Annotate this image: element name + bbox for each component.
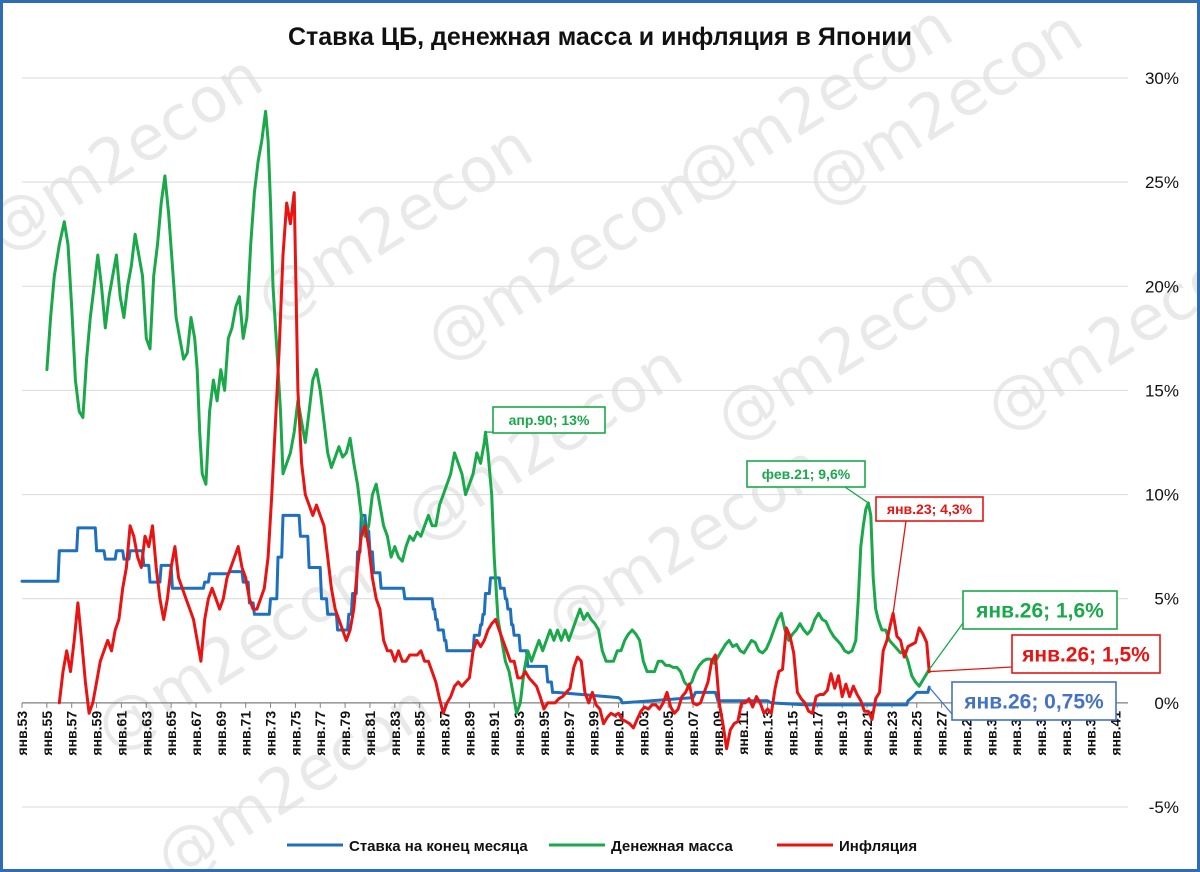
- x-axis: янв.53 янв.55 янв.57 янв.59 янв.61 янв.63 янв.…: [14, 702, 1128, 756]
- annotation-leader: [844, 486, 869, 504]
- x-tick-label: янв.57: [64, 711, 80, 756]
- y-tick-label: 0%: [1154, 694, 1179, 713]
- x-tick-label: янв.39: [1083, 711, 1099, 756]
- legend-label-2: Инфляция: [839, 838, 917, 855]
- annotation-label: янв.26; 1,6%: [975, 600, 1104, 623]
- x-tick-label: янв.35: [1033, 711, 1049, 756]
- annotation-box: [492, 406, 606, 434]
- x-tick-label: янв.73: [263, 711, 279, 756]
- x-tick-label: янв.61: [113, 711, 129, 756]
- y-tick-label: -5%: [1149, 798, 1179, 817]
- x-tick-label: янв.69: [213, 711, 229, 756]
- x-tick-label: янв.99: [586, 711, 602, 756]
- annotation-label: апр.90; 13%: [509, 412, 590, 428]
- x-tick-label: янв.85: [412, 711, 428, 756]
- x-tick-label: янв.29: [958, 711, 974, 756]
- x-tick-label: янв.81: [362, 711, 378, 756]
- x-tick-label: янв.05: [660, 711, 676, 756]
- annotation-leader: [929, 666, 1013, 673]
- annotation-box: [962, 590, 1118, 630]
- x-tick-label: янв.91: [486, 711, 502, 756]
- series-line-2: [57, 191, 931, 751]
- x-tick-label: янв.59: [89, 711, 105, 756]
- x-tick-label: янв.27: [934, 711, 950, 756]
- x-tick-label: янв.65: [163, 711, 179, 756]
- x-tick-label: янв.79: [337, 711, 353, 756]
- x-tick-label: янв.13: [760, 711, 776, 756]
- x-tick-label: янв.37: [1058, 711, 1074, 756]
- x-tick-label: янв.87: [437, 711, 453, 756]
- annotation-box: [875, 496, 984, 522]
- x-tick-label: янв.03: [635, 711, 651, 756]
- y-tick-label: 15%: [1145, 381, 1179, 400]
- x-tick-label: янв.83: [387, 711, 403, 756]
- x-tick-label: янв.63: [138, 711, 154, 756]
- series-layer: [20, 109, 931, 751]
- x-tick-label: янв.41: [1108, 711, 1124, 756]
- x-tick-label: янв.97: [561, 711, 577, 756]
- chart-svg: @m2econ@m2econ@m2econ@m2econ@m2econ@m2ec…: [3, 3, 1197, 869]
- x-tick-label: янв.21: [859, 711, 875, 756]
- x-tick-label: янв.67: [188, 711, 204, 756]
- y-tick-label: 10%: [1145, 486, 1179, 505]
- x-tick-label: янв.17: [809, 711, 825, 756]
- x-tick-label: янв.31: [983, 711, 999, 756]
- x-tick-label: янв.53: [14, 711, 30, 756]
- watermark-text: @m2econ: [3, 39, 275, 266]
- x-tick-label: янв.89: [461, 711, 477, 756]
- annotation-leader: [892, 520, 907, 614]
- y-tick-label: 25%: [1145, 173, 1179, 192]
- y-tick-label: 30%: [1145, 69, 1179, 88]
- annotation-label: фев.21; 9,6%: [762, 466, 851, 482]
- x-tick-label: янв.77: [312, 711, 328, 756]
- legend: Ставка на конец месяца Денежная масса Инфл…: [287, 838, 917, 855]
- annotation-label: янв.26; 1,5%: [1021, 644, 1150, 667]
- x-tick-label: янв.15: [784, 711, 800, 756]
- y-axis-ticks: -5% 0% 5% 10% 15% 20% 25% 30%: [1145, 69, 1179, 817]
- x-tick-label: янв.93: [511, 711, 527, 756]
- x-tick-label: янв.95: [536, 711, 552, 756]
- x-tick-label: янв.33: [1008, 711, 1024, 756]
- annotation-layer: апр.90; 13% фев.21; 9,6% янв.23; 4,3% янв.2…: [485, 406, 1161, 721]
- x-tick-label: янв.71: [238, 711, 254, 756]
- x-tick-label: янв.75: [287, 711, 303, 756]
- x-tick-label: янв.01: [610, 711, 626, 756]
- annotation-box: [951, 681, 1117, 721]
- y-tick-label: 5%: [1154, 590, 1179, 609]
- watermark-text: @m2econ: [972, 219, 1197, 446]
- x-tick-label: янв.19: [834, 711, 850, 756]
- watermark-text: @m2econ: [702, 229, 1005, 456]
- annotation-leader: [928, 622, 964, 670]
- x-tick-label: янв.23: [884, 711, 900, 756]
- x-tick-label: янв.55: [39, 711, 55, 756]
- x-tick-label: янв.07: [685, 711, 701, 756]
- annotation-label: янв.23; 4,3%: [887, 501, 973, 517]
- annotation-label: янв.26; 0,75%: [963, 691, 1104, 714]
- x-tick-label: янв.25: [909, 711, 925, 756]
- gridlines: [22, 77, 1128, 808]
- legend-label-0: Ставка на конец месяца: [349, 838, 528, 855]
- chart-title: Ставка ЦБ, денежная масса и инфляция в Я…: [288, 23, 912, 51]
- legend-label-1: Денежная масса: [611, 838, 733, 855]
- annotation-box: [746, 460, 866, 488]
- y-tick-label: 20%: [1145, 277, 1179, 296]
- annotation-leader: [928, 686, 953, 715]
- annotation-box: [1011, 634, 1161, 674]
